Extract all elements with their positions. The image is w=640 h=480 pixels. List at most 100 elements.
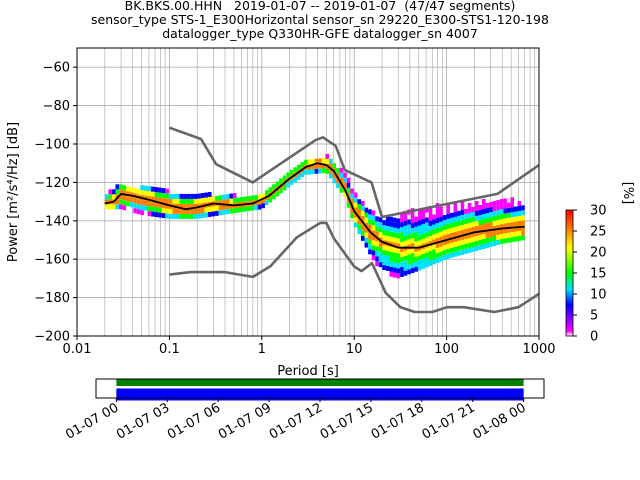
density-cell	[506, 212, 511, 218]
density-cell	[478, 209, 482, 215]
density-cell	[499, 219, 504, 225]
density-cell	[232, 193, 237, 199]
density-cell	[385, 250, 390, 256]
density-cell	[151, 206, 155, 212]
density-cell	[442, 230, 447, 236]
density-cell	[222, 204, 226, 210]
colorbar-ticks: 0 5 10 15 20 25 30	[573, 204, 607, 345]
density-cell	[172, 213, 176, 219]
density-cell	[439, 211, 443, 217]
density-cell	[385, 215, 390, 221]
density-cell	[339, 177, 344, 183]
density-cell	[364, 227, 369, 233]
density-cell	[393, 262, 397, 268]
density-cell	[229, 198, 233, 204]
density-cell	[375, 261, 379, 267]
density-cell	[492, 221, 497, 227]
density-cell	[514, 236, 518, 242]
density-cell	[453, 206, 458, 212]
colorbar-tick-label: 30	[590, 204, 607, 219]
density-cell	[382, 265, 386, 271]
density-cell	[172, 193, 176, 199]
density-cell	[318, 163, 322, 169]
density-cell	[446, 243, 450, 249]
density-cell	[396, 263, 401, 269]
density-cell	[168, 193, 173, 199]
density-cell	[108, 204, 112, 210]
density-cell	[240, 197, 244, 203]
density-cell	[453, 221, 458, 227]
density-cell	[183, 203, 187, 209]
density-cell	[425, 237, 429, 243]
y-tick-label: −60	[43, 61, 70, 76]
density-cell	[357, 209, 362, 215]
density-cell	[307, 159, 312, 165]
density-cell	[186, 208, 191, 214]
density-cell	[361, 235, 365, 241]
density-cell	[514, 206, 518, 212]
density-cell	[417, 235, 422, 241]
density-cell	[204, 207, 209, 213]
density-cell	[400, 217, 404, 223]
density-cell	[481, 199, 486, 205]
density-cell	[460, 239, 465, 245]
colorbar-tick-label: 15	[590, 267, 607, 282]
density-cell	[403, 230, 408, 236]
density-cell	[467, 227, 472, 233]
density-cell	[218, 200, 223, 206]
density-cell	[449, 242, 454, 248]
density-cell	[410, 243, 415, 249]
colorbar-label: [%]	[620, 182, 635, 205]
density-cell	[264, 200, 269, 206]
density-cell	[514, 216, 518, 222]
density-cell	[364, 212, 369, 218]
density-cell	[215, 195, 219, 201]
y-tick-label: −100	[34, 138, 70, 153]
density-cell	[346, 187, 351, 193]
density-cell	[165, 203, 169, 209]
colorbar-tick-label: 25	[590, 225, 607, 240]
density-cell	[506, 232, 511, 238]
density-cell	[432, 239, 436, 245]
density-cell	[382, 230, 386, 236]
density-cell	[489, 212, 493, 218]
density-cell	[442, 240, 447, 246]
density-cell	[236, 197, 241, 203]
density-cell	[140, 190, 144, 196]
density-cell	[517, 210, 522, 216]
density-cell	[407, 224, 411, 230]
density-cell	[371, 240, 376, 246]
density-cell	[449, 227, 454, 233]
density-cell	[332, 173, 337, 179]
timeline-tick-label: 01-07 12	[267, 400, 325, 442]
density-cell	[353, 222, 358, 228]
density-cell	[503, 223, 507, 229]
density-cell	[361, 225, 365, 231]
density-cell	[332, 163, 337, 169]
density-cell	[208, 196, 212, 202]
low-noise-model-line	[169, 221, 539, 314]
density-cell	[414, 216, 418, 222]
x-tick-label: 100	[434, 342, 459, 357]
density-cell	[485, 203, 490, 209]
density-cell	[453, 251, 458, 257]
density-cell	[478, 204, 482, 210]
density-cell	[183, 198, 187, 204]
density-cell	[410, 213, 415, 219]
density-cell	[385, 225, 390, 231]
density-cell	[385, 220, 390, 226]
density-cell	[432, 259, 436, 265]
density-cell	[119, 204, 123, 210]
density-cell	[514, 221, 518, 227]
density-cell	[133, 208, 137, 214]
density-cell	[460, 219, 465, 225]
density-cell	[200, 213, 205, 219]
density-cell	[400, 257, 404, 263]
density-cell	[122, 205, 127, 211]
density-cell	[478, 224, 482, 230]
density-cell	[400, 267, 404, 273]
density-cell	[474, 235, 479, 241]
density-cell	[393, 247, 397, 253]
density-cell	[375, 216, 379, 222]
density-cell	[410, 233, 415, 239]
